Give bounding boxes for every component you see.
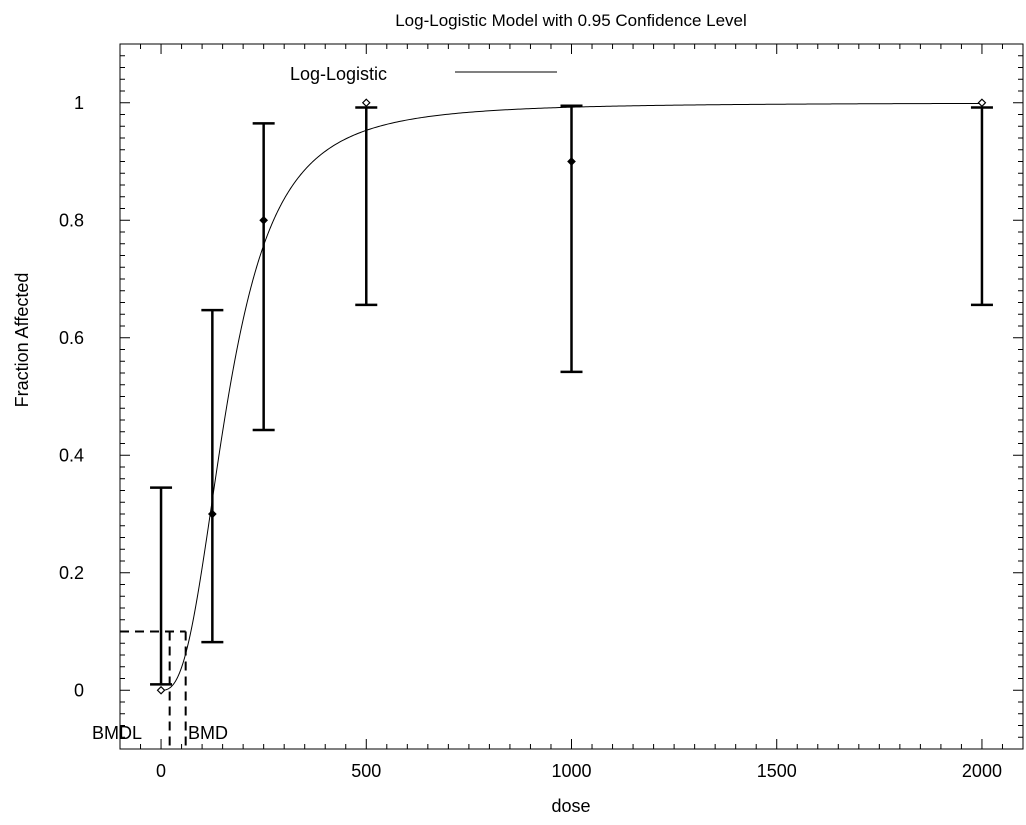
x-tick-label-1: 500	[351, 761, 381, 781]
bmdl-label: BMDL	[92, 723, 142, 743]
x-axis-label: dose	[551, 796, 590, 816]
error-bars	[150, 104, 993, 686]
data-point-2	[259, 215, 269, 225]
data-point-5	[977, 98, 987, 108]
y-tick-label-0: 0	[74, 680, 84, 700]
y-ticks: 0 0.2 0.4 0.6 0.8 1	[59, 93, 1023, 700]
data-point-3	[361, 98, 371, 108]
y-tick-label-5: 1	[74, 93, 84, 113]
x-tick-label-0: 0	[156, 761, 166, 781]
y-axis-label: Fraction Affected	[12, 273, 32, 408]
x-tick-label-3: 1500	[757, 761, 797, 781]
data-point-1	[208, 509, 217, 519]
chart-title: Log-Logistic Model with 0.95 Confidence …	[395, 11, 747, 30]
x-ticks: 0 500 1000 1500 2000	[156, 44, 1002, 781]
data-points	[156, 98, 987, 695]
bmd-label: BMD	[188, 723, 228, 743]
x-tick-label-4: 2000	[962, 761, 1002, 781]
bmd-lines	[120, 630, 187, 749]
y-tick-label-4: 0.8	[59, 210, 84, 230]
data-point-0	[156, 685, 166, 695]
y-tick-label-1: 0.2	[59, 563, 84, 583]
minor-ticks	[119, 43, 1024, 750]
legend: Log-Logistic	[290, 64, 557, 84]
data-point-4	[567, 157, 576, 166]
x-tick-label-2: 1000	[551, 761, 591, 781]
y-tick-label-3: 0.6	[59, 328, 84, 348]
y-tick-label-2: 0.4	[59, 445, 84, 465]
legend-label: Log-Logistic	[290, 64, 387, 84]
